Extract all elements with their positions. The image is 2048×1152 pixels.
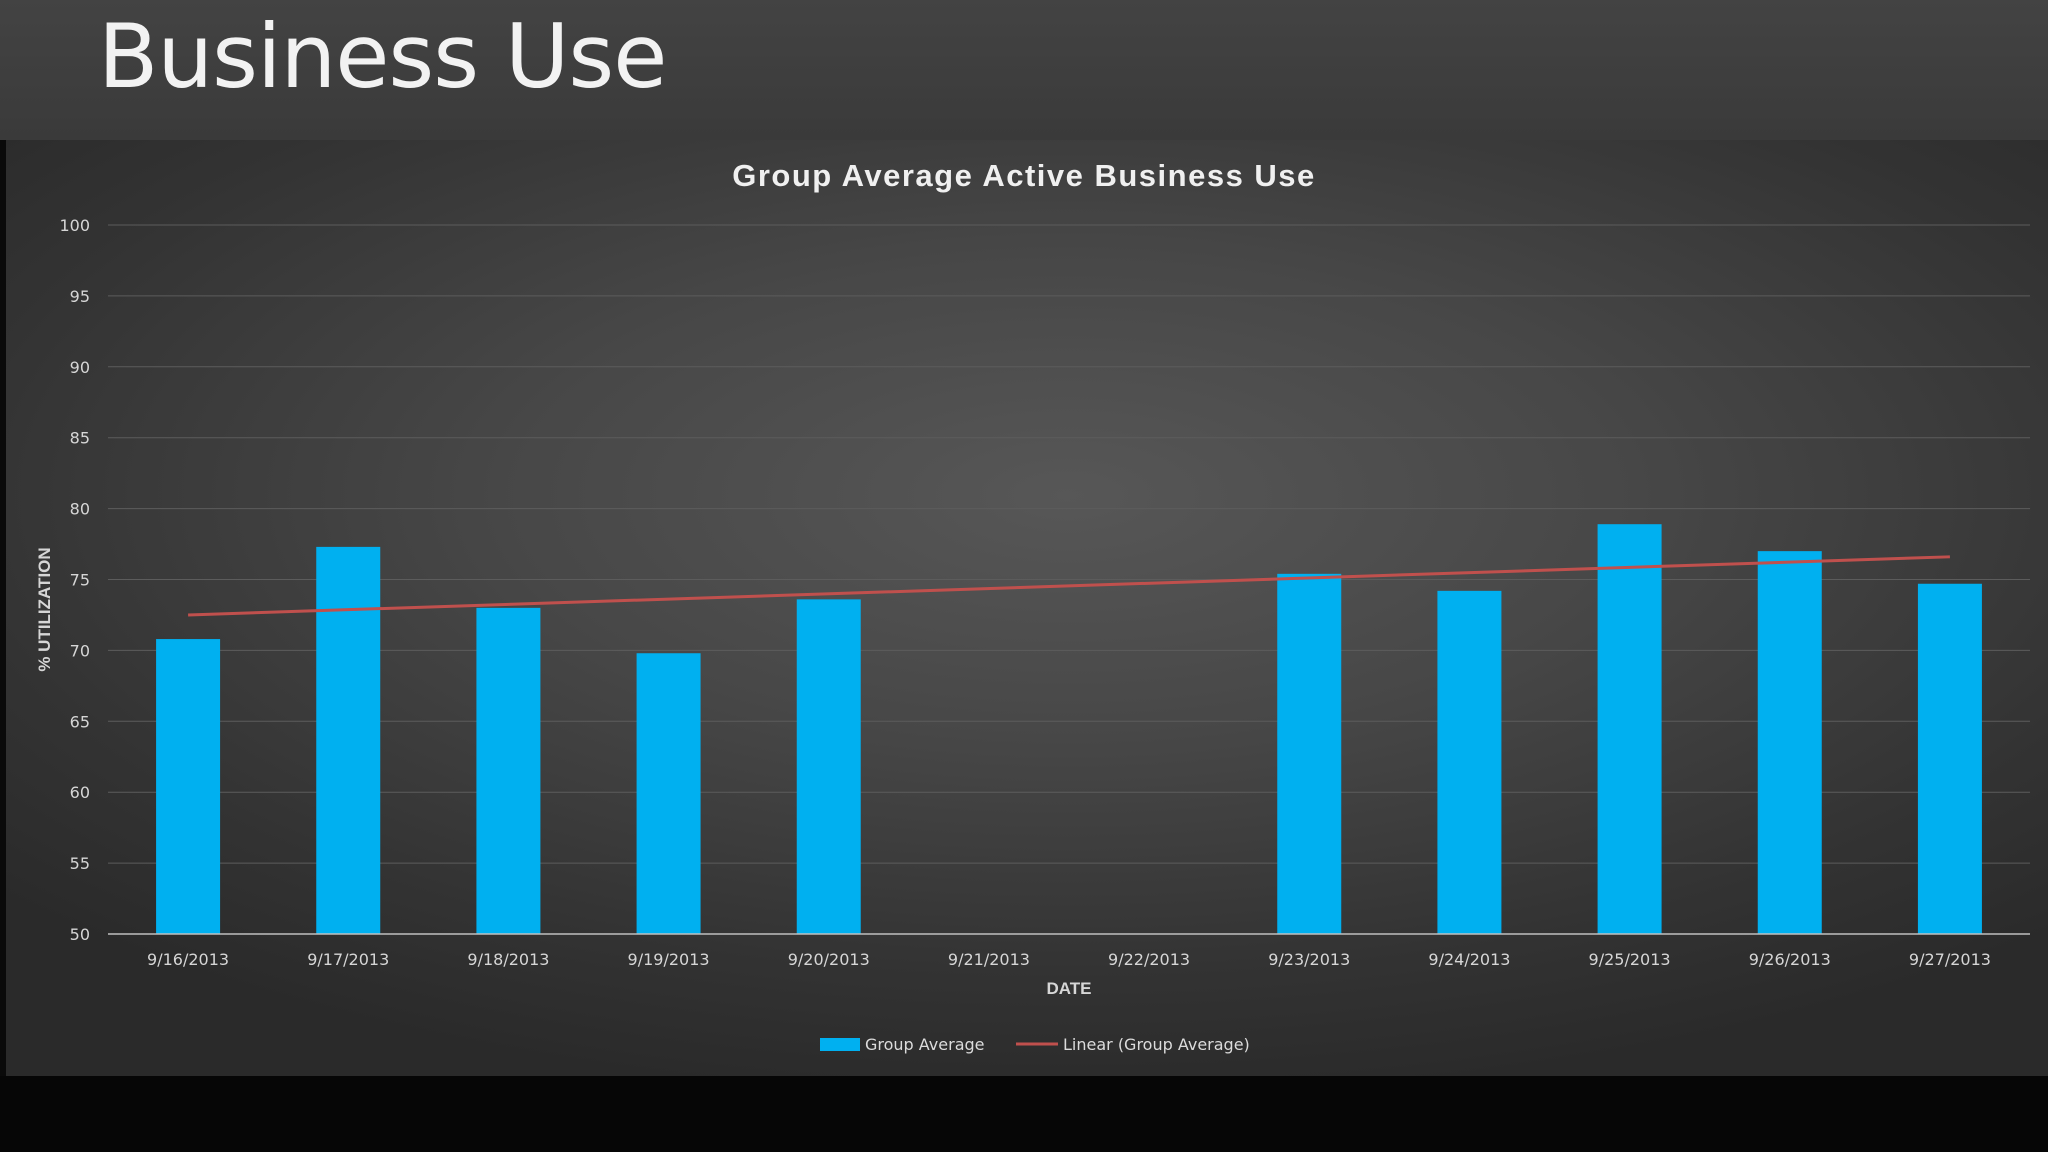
x-tick-label: 9/27/2013 <box>1909 950 1991 969</box>
x-tick-label: 9/24/2013 <box>1428 950 1510 969</box>
x-tick-label: 9/20/2013 <box>788 950 870 969</box>
y-tick-label: 65 <box>70 712 90 731</box>
y-tick-label: 90 <box>70 358 90 377</box>
x-tick-label: 9/18/2013 <box>467 950 549 969</box>
y-tick-label: 75 <box>70 571 90 590</box>
y-tick-label: 60 <box>70 783 90 802</box>
legend: Group Average Linear (Group Average) <box>820 1035 1250 1054</box>
trendline <box>188 555 1950 617</box>
bar <box>1757 551 1822 934</box>
bar <box>1277 573 1342 934</box>
y-tick-label: 85 <box>70 429 90 448</box>
chart-title: Group Average Active Business Use <box>732 158 1316 193</box>
bottom-band <box>0 1076 2048 1152</box>
bar <box>476 607 541 934</box>
x-tick-label: 9/22/2013 <box>1108 950 1190 969</box>
trendline-linear <box>188 555 1950 617</box>
legend-swatch-group-average <box>820 1038 860 1051</box>
x-tick-label: 9/26/2013 <box>1749 950 1831 969</box>
y-tick-label: 95 <box>70 287 90 306</box>
y-axis-ticks: 50 55 60 65 70 75 80 85 90 95 100 <box>59 216 90 944</box>
legend-label-trendline: Linear (Group Average) <box>1063 1035 1250 1054</box>
slide-title: Business Use <box>98 5 667 108</box>
y-axis-title: % UTILIZATION <box>35 547 54 671</box>
bar <box>636 653 701 934</box>
bars <box>156 524 1982 934</box>
bar <box>1917 583 1982 934</box>
gridlines <box>108 224 2030 864</box>
slide-header: Business Use <box>0 0 2048 140</box>
bar <box>156 639 221 934</box>
y-tick-label: 50 <box>70 925 90 944</box>
x-tick-label: 9/23/2013 <box>1268 950 1350 969</box>
x-tick-label: 9/17/2013 <box>307 950 389 969</box>
x-axis-ticks: 9/16/2013 9/17/2013 9/18/2013 9/19/2013 9/20… <box>147 950 1991 969</box>
bar <box>1597 524 1662 934</box>
x-tick-label: 9/19/2013 <box>628 950 710 969</box>
y-tick-label: 100 <box>59 216 90 235</box>
legend-label-group-average: Group Average <box>865 1035 985 1054</box>
bar <box>316 546 381 934</box>
y-tick-label: 55 <box>70 854 90 873</box>
x-tick-label: 9/25/2013 <box>1589 950 1671 969</box>
y-tick-label: 80 <box>70 500 90 519</box>
bar <box>1437 590 1502 934</box>
y-tick-label: 70 <box>70 641 90 660</box>
x-tick-label: 9/16/2013 <box>147 950 229 969</box>
x-axis-title: DATE <box>1046 979 1091 998</box>
x-tick-label: 9/21/2013 <box>948 950 1030 969</box>
bar <box>796 599 861 934</box>
